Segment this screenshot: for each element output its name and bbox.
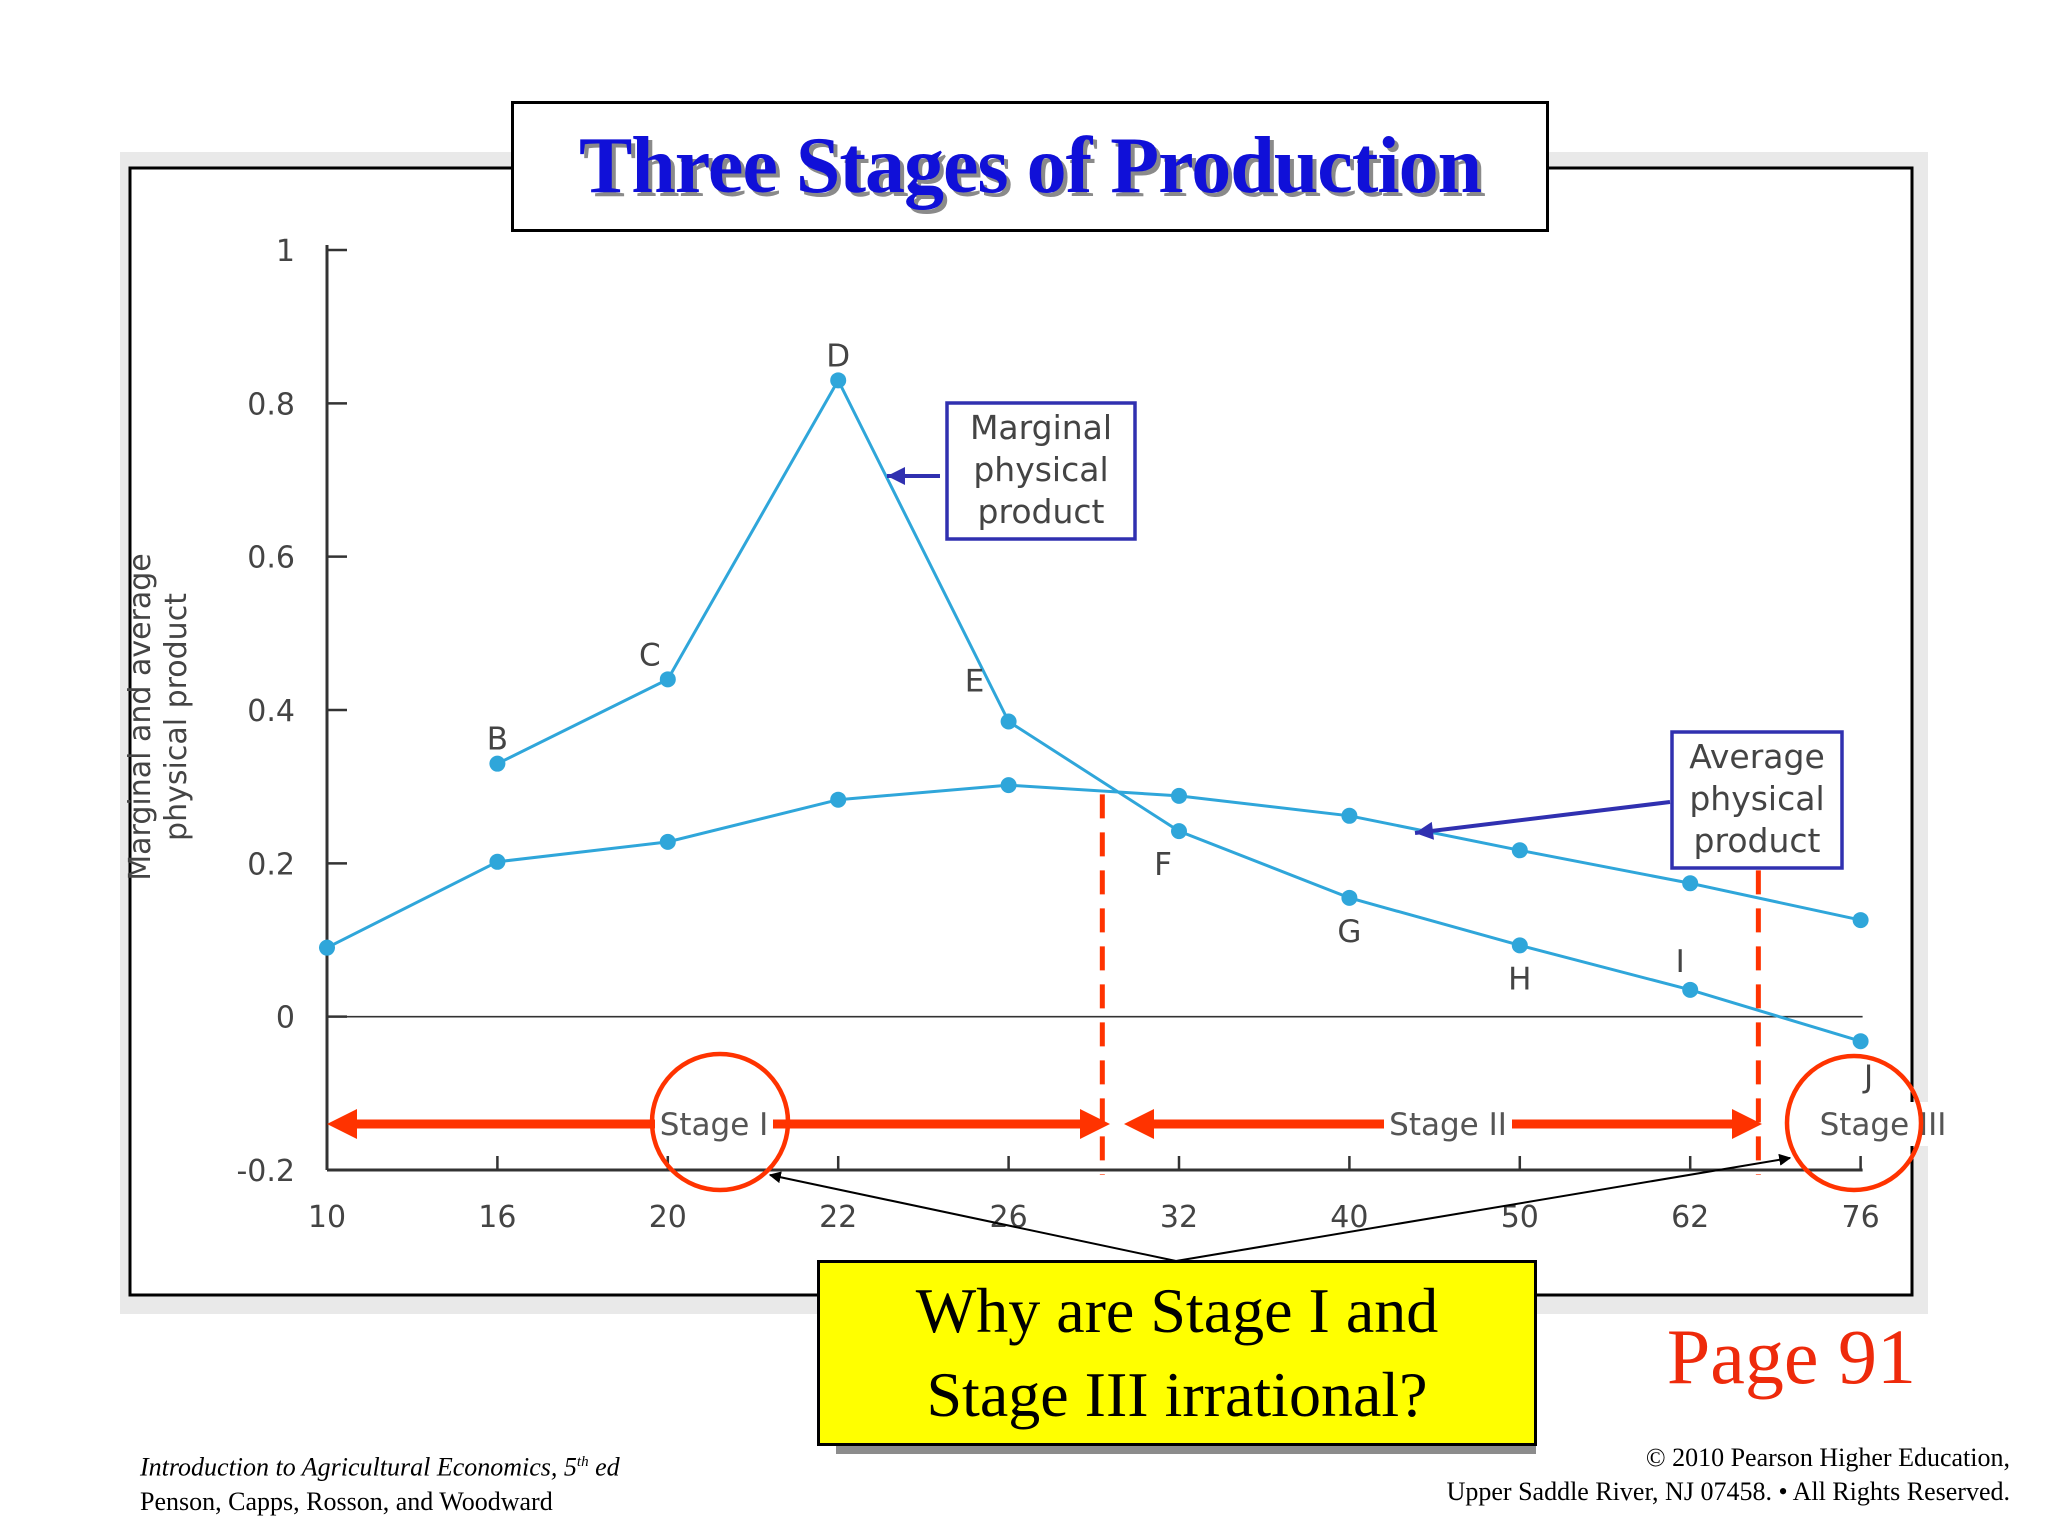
x-tick-label: 26 [990,1200,1028,1235]
plot-border [128,166,1914,1297]
point-label-g: G [1337,914,1361,950]
app-point [659,833,676,850]
y-tick-label: 0.4 [247,694,295,729]
point-label-c: C [639,637,661,673]
mpp-point [489,755,506,772]
app-callout-box [1670,730,1844,870]
question-box: Why are Stage I and Stage III irrational… [817,1260,1537,1446]
y-tick-label: 0.2 [247,847,295,882]
copyright-line-2: Upper Saddle River, NJ 07458. • All Righ… [1446,1477,2010,1506]
stage-label-2: Stage II [1389,1107,1507,1143]
mpp-callout-box [945,401,1137,541]
y-tick-label: 0 [276,1001,295,1036]
stage-3-highlight-circle [1784,1053,1924,1193]
mpp-point [659,671,676,688]
slide-title: Three Stages of Production [578,122,1482,210]
app-point [1341,807,1358,824]
point-label-h: H [1508,961,1531,997]
pointer-arrow-stage-3 [1175,1153,1792,1262]
point-label-b: B [487,722,508,758]
mpp-point [1341,889,1358,906]
app-point [489,853,506,870]
mpp-point [830,372,847,389]
edition-sup: th [576,1454,589,1470]
stage-label-bg [655,1102,773,1146]
stage-label-bg [1384,1102,1512,1146]
x-tick-label: 62 [1671,1200,1709,1235]
app-point [1682,875,1699,892]
pointer-arrow-stage-1 [768,1171,1177,1262]
mpp-point [1852,1033,1869,1050]
app-point [1171,787,1187,804]
y-tick-label: 0.6 [247,541,295,576]
authors: Penson, Capps, Rosson, and Woodward [140,1486,553,1516]
mpp-callout-arrowhead [887,467,905,485]
app-point [1000,777,1017,794]
y-tick-label: 1 [276,234,295,269]
app-point [319,939,335,956]
stage-2-arrow-head-left [1124,1109,1154,1139]
stage-1-highlight-circle [649,1051,791,1193]
x-tick-label: 22 [819,1200,857,1235]
footer-citation: Introduction to Agricultural Economics, … [140,1445,620,1519]
point-label-f: F [1154,847,1172,883]
question-text: Why are Stage I and Stage III irrational… [915,1275,1439,1430]
app-callout-arrow-line [1414,800,1671,835]
y-tick-label: -0.2 [236,1154,295,1189]
mpp-callout-text: physical [973,450,1108,489]
mpp-point [1511,937,1528,954]
mpp-point [1171,823,1187,840]
stage-label-3: Stage III [1820,1107,1947,1143]
point-label-j: J [1862,1059,1873,1095]
copyright-line-1: © 2010 Pearson Higher Education, [1645,1443,2010,1472]
title-box: Three Stages of Production [511,101,1549,232]
mpp-point [1682,981,1699,998]
book-title-line: Introduction to Agricultural Economics, … [140,1445,620,1485]
y-axis-label-line: physical product [159,593,194,841]
app-point [1511,842,1528,859]
x-tick-label: 32 [1160,1200,1198,1235]
app-point [830,791,847,808]
page-reference: Page 91 [1666,1313,1916,1400]
point-label-d: D [826,338,850,374]
book-title: Introduction to Agricultural Economics, … [140,1452,577,1482]
y-tick-label: 0.8 [247,387,295,422]
app-series-line [326,783,1861,950]
mpp-point [1000,713,1017,730]
stage-2-arrow-head-right [1732,1109,1762,1139]
stage-label-1: Stage I [660,1107,769,1143]
stage-1-arrow-head-right [1080,1109,1110,1139]
point-label-e: E [965,664,985,700]
app-callout-arrowhead [1415,821,1434,840]
app-point [1852,912,1869,929]
mpp-callout-text: product [978,492,1105,531]
footer-copyright: © 2010 Pearson Higher Education, Upper S… [1447,1441,2010,1509]
edition-suffix: ed [588,1452,620,1482]
y-axis-label: Marginal and averagephysical product [123,553,194,881]
x-tick-label: 20 [649,1200,687,1235]
app-callout-text: physical [1689,779,1824,818]
y-axis-label-line: Marginal and average [123,553,158,881]
app-callout-text: product [1694,821,1821,860]
point-label-i: I [1676,944,1685,980]
mpp-callout-text: Marginal [970,408,1112,447]
x-tick-label: 10 [308,1200,346,1235]
stage-1-arrow-head-left [327,1109,357,1139]
app-callout-text: Average [1689,737,1825,776]
x-tick-label: 16 [478,1200,516,1235]
x-tick-label: 76 [1842,1200,1880,1235]
